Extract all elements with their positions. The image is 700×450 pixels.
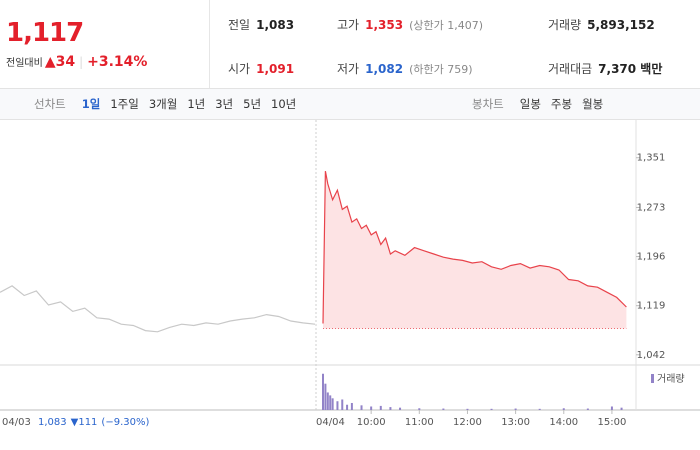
volume-bar	[466, 408, 469, 410]
period-tab[interactable]: 3개월	[148, 97, 178, 111]
info-cell: 거래대금 7,370 백만	[548, 60, 662, 77]
change-label: 전일대비	[6, 58, 43, 69]
info-note: (하한가 759)	[409, 62, 473, 76]
price-line	[0, 285, 316, 333]
period-tab[interactable]: 3년	[215, 97, 234, 111]
period-tab[interactable]: 10년	[271, 97, 297, 111]
y-tick-label: 1,196	[637, 252, 666, 263]
quote-box: 1,117 전일대비 ▲34 | +3.14%	[0, 0, 210, 88]
change-rate: +3.14%	[87, 54, 148, 70]
info-cell: 전일 1,083	[228, 16, 294, 33]
info-value: 1,353	[365, 17, 404, 32]
volume-bar	[370, 406, 373, 410]
x-tick-label: 14:00	[549, 417, 578, 428]
volume-bar	[346, 404, 349, 410]
volume-bar	[490, 408, 493, 410]
x-tick-label: 15:00	[598, 417, 627, 428]
y-tick-label: 1,273	[637, 202, 666, 213]
info-cell: 시가 1,091	[228, 60, 294, 77]
info-value: 5,893,152	[587, 17, 655, 32]
candle-tab[interactable]: 일봉	[519, 97, 541, 111]
info-label: 거래대금	[548, 61, 593, 76]
change-line: 전일대비 ▲34 | +3.14%	[6, 54, 148, 70]
volume-bar	[562, 408, 565, 410]
volume-bar	[514, 408, 517, 410]
price-chart: 1,351 1,273 1,196 1,119 1,042 04/03 1,083 ▼111(…	[0, 120, 700, 428]
info-value: 1,083	[256, 17, 295, 32]
info-note: (상한가 1,407)	[409, 18, 483, 32]
info-row: 시가 1,091 저가 1,082 (하한가 759) 거래대금 7,370 백만	[210, 46, 700, 90]
x-tick-label: 12:00	[453, 417, 482, 428]
volume-bar	[324, 383, 327, 410]
volume-bar	[379, 405, 382, 410]
volume-bar	[586, 408, 589, 410]
volume-bar	[538, 408, 541, 410]
volume-bar	[620, 407, 623, 410]
y-tick-label: 1,119	[637, 301, 666, 312]
info-label: 고가	[337, 17, 360, 32]
info-label: 시가	[228, 61, 251, 76]
info-label: 저가	[337, 61, 360, 76]
volume-bar	[360, 405, 363, 410]
y-tick-label: 1,042	[637, 350, 666, 361]
volume-bar	[399, 407, 402, 410]
summary-rate: (−9.30%)	[101, 417, 149, 428]
candle-tab[interactable]: 주봉	[550, 97, 573, 111]
info-cell: 저가 1,082 (하한가 759)	[337, 60, 473, 77]
volume-legend: 거래량	[657, 373, 685, 385]
volume-bar	[336, 401, 339, 410]
info-cell: 고가 1,353 (상한가 1,407)	[337, 16, 483, 33]
info-cell: 거래량 5,893,152	[548, 16, 655, 33]
volume-legend-swatch	[651, 374, 654, 383]
date-label: 04/03	[2, 417, 31, 428]
volume-bar	[331, 398, 334, 410]
volume-bar	[341, 399, 344, 410]
line-chart-tabs: 선차트 1일 1주일 3개월 1년 3년 5년 10년	[34, 89, 296, 119]
change-amount: ▲34	[44, 54, 76, 70]
y-tick-label: 1,351	[637, 153, 666, 164]
x-tick-label: 13:00	[501, 417, 530, 428]
candle-tab[interactable]: 월봉	[582, 97, 604, 111]
volume-bar	[442, 408, 445, 410]
date-label: 04/04	[316, 417, 345, 428]
volume-bar	[418, 408, 421, 410]
x-tick-label: 11:00	[405, 417, 434, 428]
summary-close: 1,083	[38, 417, 67, 428]
tab-heading: 봉차트	[472, 97, 504, 111]
period-tab[interactable]: 5년	[243, 97, 262, 111]
price-line	[322, 170, 627, 324]
period-tab[interactable]: 1일	[81, 97, 101, 111]
volume-bar	[326, 392, 329, 410]
period-tab[interactable]: 1년	[187, 97, 206, 111]
volume-bar	[610, 406, 613, 410]
volume-bar	[389, 407, 392, 410]
info-label: 전일	[228, 17, 251, 32]
info-value: 1,091	[256, 61, 295, 76]
chart-tabs: 선차트 1일 1주일 3개월 1년 3년 5년 10년 봉차트 일봉 주봉 월봉	[0, 88, 700, 120]
info-value: 7,370 백만	[598, 61, 663, 76]
info-label: 거래량	[548, 17, 582, 32]
info-row: 전일 1,083 고가 1,353 (상한가 1,407) 거래량 5,893,152	[210, 2, 700, 46]
summary-change: ▼111	[71, 417, 98, 428]
info-value: 1,082	[365, 61, 404, 76]
volume-bar	[329, 395, 332, 410]
current-price: 1,117	[6, 18, 84, 48]
volume-bar	[350, 402, 353, 410]
prev-summary: 1,083 ▼111 (−9.30%)	[38, 417, 149, 428]
tab-heading: 선차트	[34, 97, 66, 111]
period-tab[interactable]: 1주일	[110, 97, 139, 111]
x-tick-label: 10:00	[357, 417, 386, 428]
candle-chart-tabs: 봉차트 일봉 주봉 월봉	[472, 89, 603, 119]
price-area	[323, 171, 627, 329]
volume-bar	[322, 373, 324, 410]
